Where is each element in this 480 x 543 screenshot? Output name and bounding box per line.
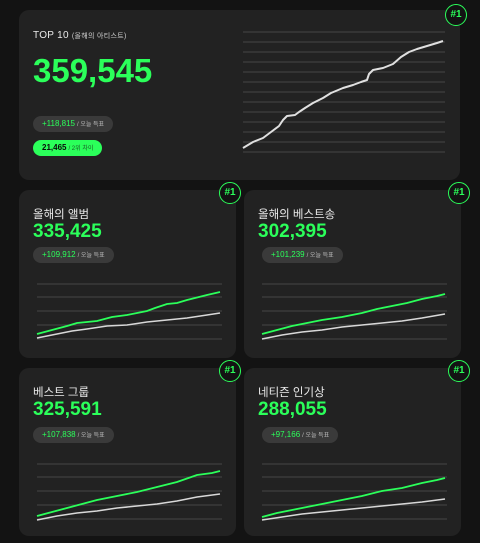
netizen-popularity-delta: +97,166 <box>271 430 301 439</box>
top10-rank-gap-label: / 2위 차이 <box>68 146 94 152</box>
best-group-chart <box>36 463 222 521</box>
best-song-rank-badge: #1 <box>448 182 470 204</box>
best-song-delta-label: / 오늘 득표 <box>306 253 334 259</box>
top10-chart-grid <box>243 31 445 153</box>
best-group-vote-count: 325,591 <box>33 399 102 420</box>
best-song-title: 올해의 베스트송 <box>258 209 336 221</box>
top10-title-text: TOP 10 <box>33 30 69 41</box>
top10-vote-count: 359,545 <box>33 52 153 89</box>
best-song-card[interactable]: 올해의 베스트송 302,395 +101,239/ 오늘 득표 #1 <box>244 182 470 358</box>
netizen-popularity-secondary-line <box>261 498 446 521</box>
top10-today-label: / 오늘 득표 <box>77 122 105 128</box>
best-song-delta: +101,239 <box>271 250 305 259</box>
best-song-primary-line <box>261 293 446 335</box>
top10-card[interactable]: TOP 10 (올해의 아티스트) 359,545 +118,815/ 오늘 득표… <box>19 4 467 180</box>
netizen-popularity-card[interactable]: 네티즌 인기상 288,055 +97,166/ 오늘 득표 #1 <box>244 360 470 536</box>
top10-rank-badge: #1 <box>445 4 467 26</box>
best-song-today-pill: +101,239/ 오늘 득표 <box>262 247 343 263</box>
best-song-vote-count: 302,395 <box>258 221 327 242</box>
netizen-popularity-primary-line <box>261 477 446 518</box>
netizen-popularity-vote-count: 288,055 <box>258 399 327 420</box>
best-group-title: 베스트 그룹 <box>33 387 90 399</box>
netizen-popularity-title: 네티즌 인기상 <box>258 387 325 399</box>
netizen-popularity-chart <box>261 463 447 521</box>
top10-rank-gap-pill: 21,465/ 2위 차이 <box>33 140 103 156</box>
best-group-card[interactable]: 베스트 그룹 325,591 +107,838/ 오늘 득표 #1 <box>19 360 241 536</box>
best-group-today-pill: +107,838/ 오늘 득표 <box>33 427 114 443</box>
album-of-year-rank-badge: #1 <box>219 182 241 204</box>
netizen-popularity-delta-label: / 오늘 득표 <box>302 433 330 439</box>
best-group-rank-badge: #1 <box>219 360 241 382</box>
best-group-delta: +107,838 <box>42 430 76 439</box>
top10-rank-gap-value: 21,465 <box>42 143 67 152</box>
best-song-secondary-line <box>261 313 446 340</box>
album-of-year-delta-label: / 오늘 득표 <box>77 253 105 259</box>
album-of-year-delta: +109,912 <box>42 250 76 259</box>
best-group-secondary-line <box>36 493 221 521</box>
top10-subtitle: (올해의 아티스트) <box>71 33 127 40</box>
top10-trend-chart <box>242 31 445 153</box>
best-song-chart <box>261 283 447 340</box>
netizen-popularity-rank-badge: #1 <box>448 360 470 382</box>
album-of-year-secondary-line <box>36 312 221 339</box>
top10-trend-line <box>242 40 444 149</box>
album-of-year-today-pill: +109,912/ 오늘 득표 <box>33 247 114 263</box>
top10-title: TOP 10 (올해의 아티스트) <box>33 30 127 41</box>
netizen-popularity-today-pill: +97,166/ 오늘 득표 <box>262 427 339 443</box>
best-group-primary-line <box>36 470 221 517</box>
album-of-year-vote-count: 335,425 <box>33 221 102 242</box>
best-group-delta-label: / 오늘 득표 <box>77 433 105 439</box>
top10-today-votes-pill: +118,815/ 오늘 득표 <box>33 116 114 132</box>
album-of-year-title: 올해의 앨범 <box>33 209 90 221</box>
album-of-year-chart <box>36 283 222 340</box>
top10-today-delta: +118,815 <box>42 119 75 128</box>
album-of-year-card[interactable]: 올해의 앨범 335,425 +109,912/ 오늘 득표 #1 <box>19 182 241 358</box>
album-of-year-primary-line <box>36 291 221 335</box>
